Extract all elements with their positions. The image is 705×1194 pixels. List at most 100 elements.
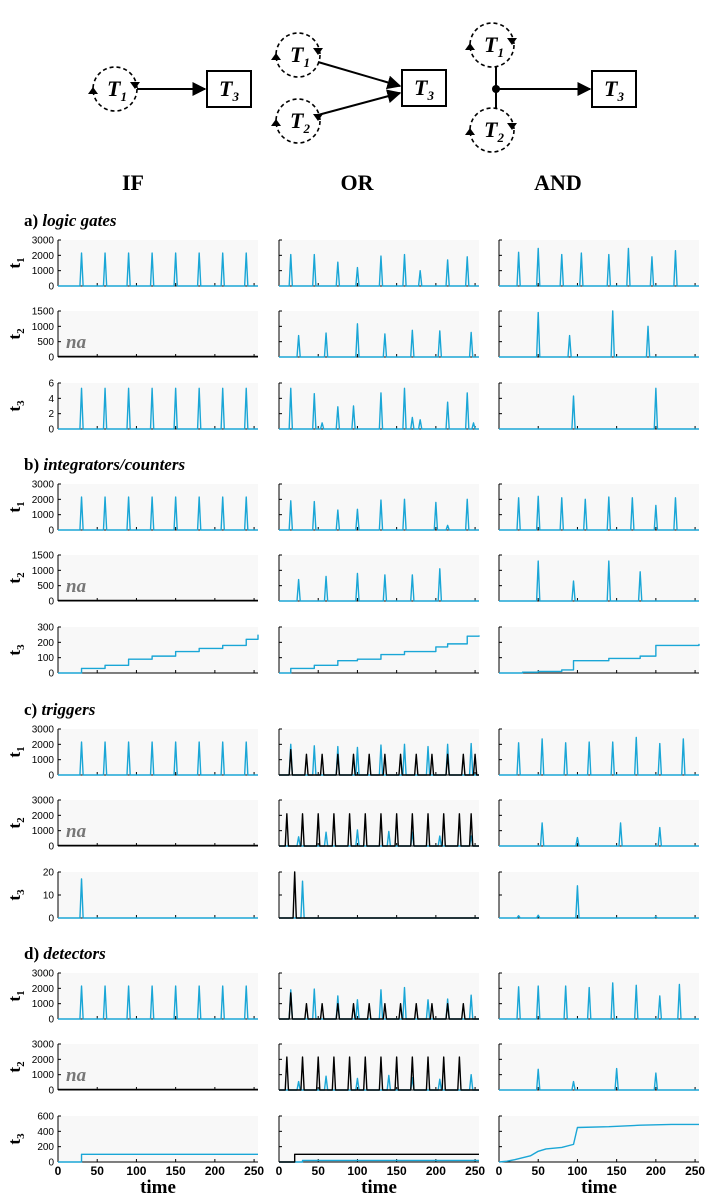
series-cyan: [279, 323, 479, 358]
panel-a-t2-col2: [278, 310, 479, 358]
series-cyan: [499, 247, 699, 287]
gate-label-if: IF: [122, 170, 144, 195]
y-tick-label: 2000: [32, 811, 55, 822]
plot-area: [279, 800, 479, 846]
dashed-node-circle: [469, 22, 515, 68]
x-tick-label: 250: [244, 1164, 264, 1178]
y-tick-label: 100: [37, 653, 54, 664]
section-header: c) triggers: [24, 700, 96, 719]
dashed-node-circle: [275, 32, 321, 78]
panel-d-t3-col1: 0 200 400 600: [37, 1112, 258, 1169]
y-tick-label: 1000: [32, 566, 55, 577]
output-box: [401, 69, 447, 107]
panel-c-t3-col2: [278, 871, 479, 919]
na-label: na: [66, 1065, 87, 1086]
or-edge-t2: [317, 89, 402, 116]
section-header: a) logic gates: [24, 211, 117, 230]
plot-area: [58, 383, 258, 429]
or-node-t2: T2: [271, 98, 323, 144]
x-tick-label: 250: [465, 1164, 485, 1178]
plot-area: [499, 872, 699, 918]
y-axis-label: t3: [5, 644, 27, 656]
panel-c-t1-col3: [498, 728, 699, 776]
panel-b-t3-col1: 0 100 200 300: [37, 623, 259, 680]
series-cyan: [499, 982, 699, 1020]
plot-area: [279, 383, 479, 429]
series-cyan: [58, 252, 258, 287]
plot-area: [279, 555, 479, 601]
panel-b-t1-col3: [498, 483, 699, 531]
node-label: T3: [604, 76, 624, 104]
y-tick-label: 0: [48, 282, 54, 293]
series-cyan: [58, 741, 258, 776]
if-node-t3: T3: [206, 70, 252, 108]
y-axis-label: t1: [5, 501, 27, 512]
plot-area: [279, 484, 479, 530]
x-tick-label: 0: [496, 1164, 503, 1178]
series-cyan: [58, 878, 258, 919]
and-node-t1: T1: [465, 22, 517, 68]
x-tick-label: 200: [205, 1164, 225, 1178]
node-label: T3: [414, 75, 434, 103]
series-black: [279, 992, 479, 1020]
panel-d-t1-col2: [278, 972, 479, 1020]
series-cyan: [58, 387, 258, 430]
y-tick-label: 1500: [32, 307, 55, 318]
panel-b-t1-col1: 0 1000 2000 3000: [32, 480, 258, 537]
section-header: d) detectors: [24, 944, 106, 963]
loop-arrow-icon: [88, 87, 98, 94]
series-cyan: [58, 634, 259, 674]
y-tick-label: 0: [48, 771, 54, 782]
dashed-node-circle: [469, 107, 515, 153]
plot-area: [58, 973, 258, 1019]
y-tick-label: 1000: [32, 999, 55, 1010]
series-cyan: [499, 1067, 699, 1091]
loop-arrow-icon: [130, 82, 140, 89]
plot-area: [279, 1116, 479, 1162]
panel-a-t1-col2: [278, 239, 479, 287]
series-cyan: [499, 495, 699, 531]
series-cyan: [499, 560, 699, 602]
y-tick-label: 2000: [32, 1055, 55, 1066]
y-tick-label: 0: [48, 1015, 54, 1026]
series-black: [279, 813, 479, 847]
plot-area: [279, 872, 479, 918]
y-tick-label: 1000: [32, 1070, 55, 1081]
y-tick-label: 300: [37, 623, 54, 634]
plot-area: [279, 311, 479, 357]
plot-area: [499, 240, 699, 286]
gate-label-or: OR: [341, 170, 375, 195]
y-tick-label: 10: [43, 891, 55, 902]
panel-d-t2-col3: [498, 1043, 699, 1091]
y-tick-label: 3000: [32, 725, 55, 736]
plot-area: [499, 973, 699, 1019]
panel-b-t2-col3: [498, 554, 699, 602]
series-cyan: [499, 885, 699, 919]
y-tick-label: 1000: [32, 755, 55, 766]
and-node-t3: T3: [591, 70, 637, 108]
plot-area: [279, 729, 479, 775]
plot-area: [499, 383, 699, 429]
x-tick-label: 50: [91, 1164, 105, 1178]
x-tick-label: 100: [347, 1164, 367, 1178]
y-tick-label: 6: [48, 379, 54, 390]
x-tick-label: 50: [312, 1164, 326, 1178]
y-axis-label: t1: [5, 746, 27, 757]
y-axis-label: t2: [5, 572, 27, 584]
plot-area: [279, 240, 479, 286]
x-tick-label: 150: [166, 1164, 186, 1178]
y-tick-label: 400: [37, 1127, 54, 1138]
panel-d-t2-col2: [278, 1043, 479, 1091]
plot-area: [279, 973, 479, 1019]
node-label: T1: [107, 76, 127, 104]
x-tick-label: 100: [567, 1164, 587, 1178]
loop-arrow-icon: [465, 128, 475, 135]
y-tick-label: 1000: [32, 266, 55, 277]
y-tick-label: 0: [48, 1158, 54, 1169]
series-cyan: [279, 387, 479, 430]
plot-area: [58, 729, 258, 775]
series-black: [279, 749, 479, 776]
y-tick-label: 0: [48, 914, 54, 925]
panel-a-t3-col3: [498, 382, 699, 430]
y-tick-label: 1000: [32, 322, 55, 333]
